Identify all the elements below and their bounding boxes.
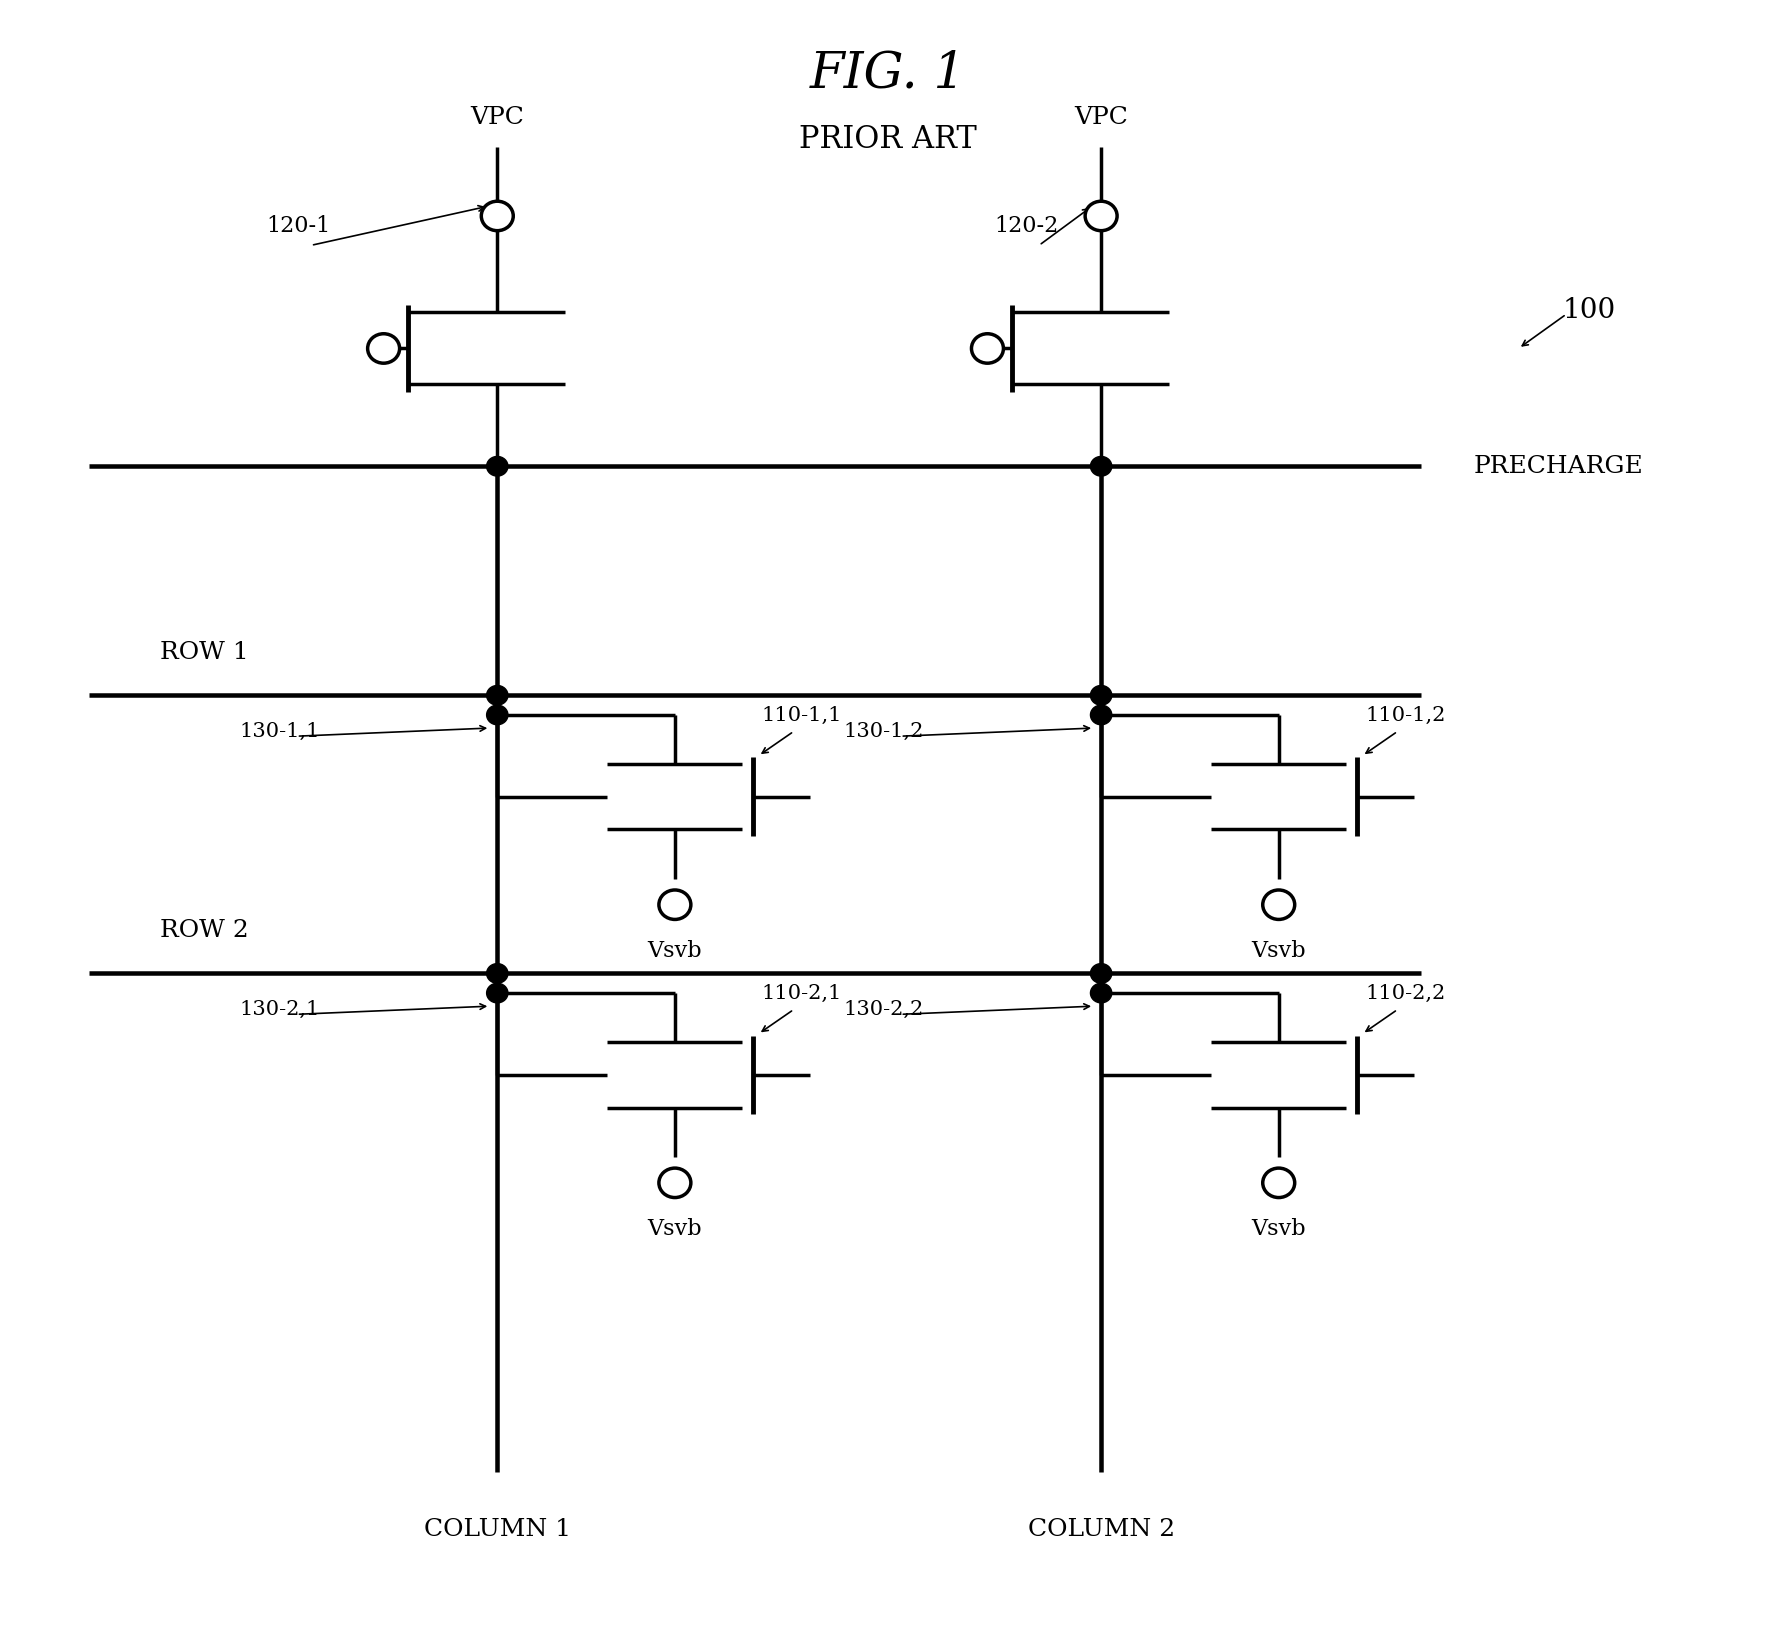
Circle shape bbox=[1090, 456, 1112, 476]
Circle shape bbox=[487, 983, 508, 1003]
Text: 110-1,1: 110-1,1 bbox=[762, 705, 842, 725]
Circle shape bbox=[368, 334, 400, 363]
Circle shape bbox=[1090, 705, 1112, 725]
Text: VPC: VPC bbox=[1074, 106, 1128, 129]
Text: 110-2,1: 110-2,1 bbox=[762, 983, 842, 1003]
Text: 110-1,2: 110-1,2 bbox=[1366, 705, 1446, 725]
Circle shape bbox=[659, 890, 691, 919]
Circle shape bbox=[1085, 201, 1117, 231]
Text: 130-2,2: 130-2,2 bbox=[844, 1000, 924, 1019]
Circle shape bbox=[481, 201, 513, 231]
Text: 110-2,2: 110-2,2 bbox=[1366, 983, 1446, 1003]
Text: ROW 1: ROW 1 bbox=[160, 641, 249, 664]
Circle shape bbox=[1090, 983, 1112, 1003]
Text: FIG. 1: FIG. 1 bbox=[810, 49, 966, 98]
Text: COLUMN 2: COLUMN 2 bbox=[1028, 1518, 1174, 1541]
Text: 120-2: 120-2 bbox=[995, 214, 1058, 237]
Circle shape bbox=[487, 964, 508, 983]
Text: 130-1,2: 130-1,2 bbox=[844, 721, 924, 741]
Text: PRECHARGE: PRECHARGE bbox=[1474, 455, 1645, 478]
Text: Vsvb: Vsvb bbox=[648, 939, 702, 962]
Circle shape bbox=[1263, 890, 1295, 919]
Circle shape bbox=[487, 456, 508, 476]
Circle shape bbox=[659, 1168, 691, 1198]
Text: Vsvb: Vsvb bbox=[1252, 1217, 1305, 1240]
Circle shape bbox=[971, 334, 1003, 363]
Circle shape bbox=[1263, 1168, 1295, 1198]
Text: 100: 100 bbox=[1563, 298, 1616, 324]
Circle shape bbox=[1090, 964, 1112, 983]
Text: PRIOR ART: PRIOR ART bbox=[799, 124, 977, 154]
Text: 120-1: 120-1 bbox=[266, 214, 330, 237]
Circle shape bbox=[487, 705, 508, 725]
Text: COLUMN 1: COLUMN 1 bbox=[424, 1518, 570, 1541]
Text: 130-2,1: 130-2,1 bbox=[240, 1000, 320, 1019]
Text: Vsvb: Vsvb bbox=[1252, 939, 1305, 962]
Circle shape bbox=[487, 685, 508, 705]
Text: ROW 2: ROW 2 bbox=[160, 919, 249, 942]
Text: 130-1,1: 130-1,1 bbox=[240, 721, 320, 741]
Circle shape bbox=[1090, 685, 1112, 705]
Text: VPC: VPC bbox=[471, 106, 524, 129]
Text: Vsvb: Vsvb bbox=[648, 1217, 702, 1240]
